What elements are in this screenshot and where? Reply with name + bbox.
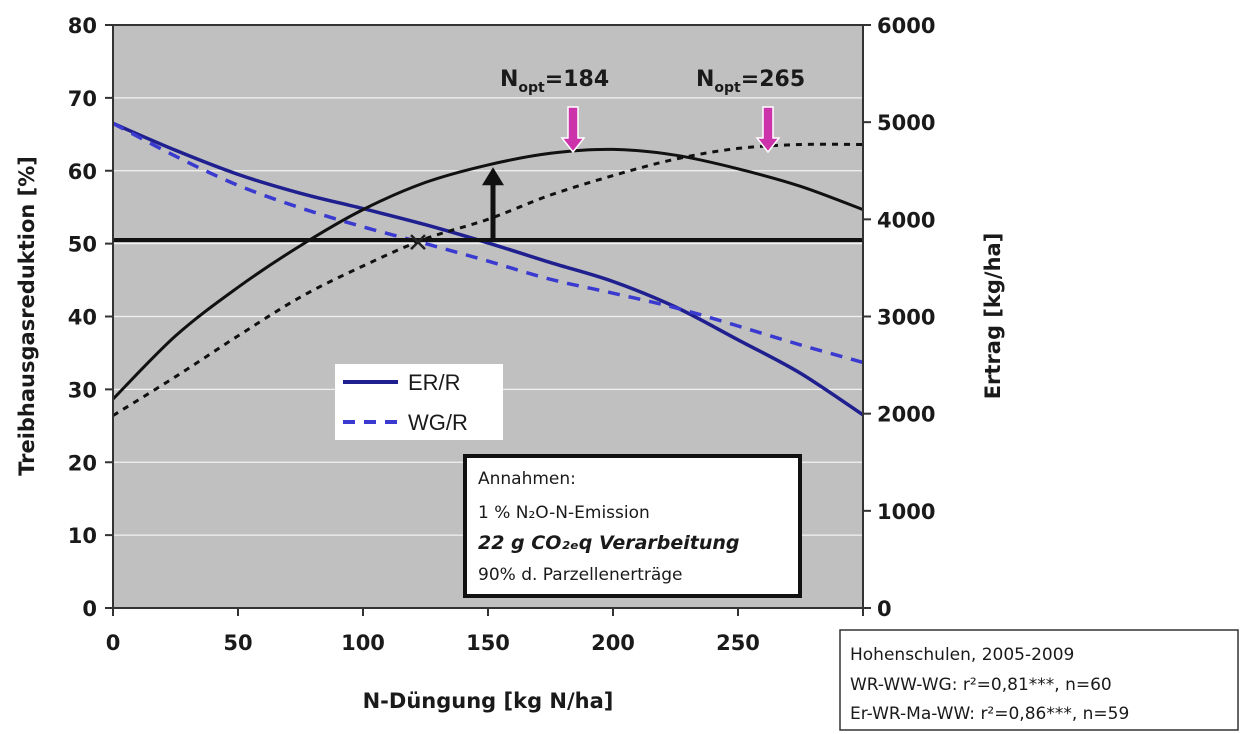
nopt-arrow-2 — [755, 106, 781, 154]
x-tick-label: 100 — [341, 631, 385, 655]
right-axis: 0 1000 2000 3000 4000 5000 6000 — [863, 14, 935, 621]
x-axis-title: N-Düngung [kg N/ha] — [363, 689, 614, 713]
source-line-2: WR-WW-WG: r²=0,81***, n=60 — [850, 675, 1112, 695]
x-tick-label: 0 — [106, 631, 121, 655]
y-tick-label: 70 — [68, 87, 97, 111]
legend-label-wg-r: WG/R — [408, 410, 468, 435]
x-tick-label: 50 — [223, 631, 252, 655]
bottom-axis: 0 50 100 150 200 250 — [106, 608, 864, 655]
y-axis-title: Treibhausgasreduktion [%] — [15, 156, 39, 476]
legend-box — [335, 364, 503, 440]
assumptions-box: Annahmen: 1 % N₂O-N-Emission 22 g CO₂ₑq … — [463, 454, 802, 598]
y-tick-label: 10 — [68, 524, 97, 548]
y-tick-label: 30 — [68, 378, 97, 402]
y2-tick-label: 1000 — [877, 500, 935, 524]
y-tick-label: 80 — [68, 14, 97, 38]
y2-tick-label: 3000 — [877, 306, 935, 330]
source-frame — [839, 629, 1239, 731]
y2-tick-label: 2000 — [877, 403, 935, 427]
nopt-label-184: Nopt=184 — [500, 67, 609, 96]
y-tick-label: 0 — [82, 597, 97, 621]
y-tick-label: 60 — [68, 160, 97, 184]
assumptions-line-3: 90% d. Parzellenerträge — [478, 565, 683, 585]
left-axis: 0 10 20 30 40 50 60 70 80 — [68, 14, 113, 621]
nopt-arrows — [560, 106, 781, 154]
y-tick-label: 50 — [68, 233, 97, 257]
source-line-3: Er-WR-Ma-WW: r²=0,86***, n=59 — [850, 704, 1129, 724]
assumptions-line-1: 1 % N₂O-N-Emission — [478, 503, 650, 523]
x-tick-label: 250 — [716, 631, 760, 655]
x-tick-label: 150 — [466, 631, 510, 655]
y2-tick-label: 4000 — [877, 208, 935, 232]
nopt-label-265: Nopt=265 — [696, 67, 805, 96]
yield-dotted-line — [112, 142, 864, 417]
legend-label-er-r: ER/R — [408, 370, 461, 395]
vertical-arrow-head — [482, 167, 504, 186]
y2-axis-title: Ertrag [kg/ha] — [981, 233, 1005, 400]
legend: ER/R WG/R — [335, 364, 503, 440]
source-line-1: Hohenschulen, 2005-2009 — [850, 645, 1074, 665]
nopt-arrow-1 — [560, 106, 586, 154]
yield-solid-line — [111, 147, 864, 401]
series-er-r-line — [112, 121, 864, 417]
intersection-marker — [410, 234, 426, 251]
assumptions-line-2: 22 g CO₂ₑq Verarbeitung — [478, 532, 740, 554]
series-layer — [111, 121, 864, 417]
y-tick-label: 20 — [68, 451, 97, 475]
y2-tick-label: 6000 — [877, 14, 935, 38]
assumptions-title: Annahmen: — [478, 469, 576, 489]
source-box: Hohenschulen, 2005-2009 WR-WW-WG: r²=0,8… — [839, 629, 1239, 731]
y2-tick-label: 0 — [877, 597, 892, 621]
x-tick-label: 200 — [591, 631, 635, 655]
y2-tick-label: 5000 — [877, 111, 935, 135]
series-wg-r-line — [112, 121, 864, 365]
y-tick-label: 40 — [68, 306, 97, 330]
assumptions-frame — [463, 454, 802, 598]
